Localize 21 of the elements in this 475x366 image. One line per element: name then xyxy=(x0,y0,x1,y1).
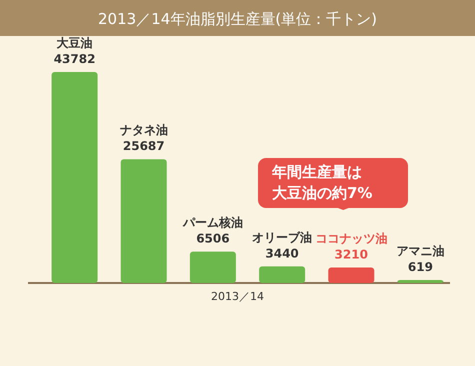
bar xyxy=(328,268,374,283)
data-label: 25687 xyxy=(122,139,165,154)
bar xyxy=(190,252,236,283)
data-label: 3440 xyxy=(265,246,299,260)
data-label: 3210 xyxy=(334,248,368,262)
x-tick-label: ココナッツ油 xyxy=(315,232,388,246)
bar xyxy=(52,72,98,283)
x-tick-label: ナタネ油 xyxy=(120,123,168,138)
data-label: 619 xyxy=(408,260,433,274)
x-tick-label: パーム核油 xyxy=(182,216,243,230)
x-tick-label: アマニ油 xyxy=(396,244,444,258)
data-label: 6506 xyxy=(196,232,230,246)
chart-title: 2013／14年油脂別生産量(単位：千トン) xyxy=(98,10,377,28)
x-tick-label: オリーブ油 xyxy=(252,230,312,244)
bar xyxy=(120,159,167,283)
annotation: 年間生産量は大豆油の約7% xyxy=(272,162,374,204)
data-label: 43782 xyxy=(54,52,96,66)
x-axis-title: 2013／14 xyxy=(211,290,264,303)
bar xyxy=(259,266,306,283)
bar xyxy=(397,280,444,283)
x-tick-label: 大豆油 xyxy=(56,36,93,50)
